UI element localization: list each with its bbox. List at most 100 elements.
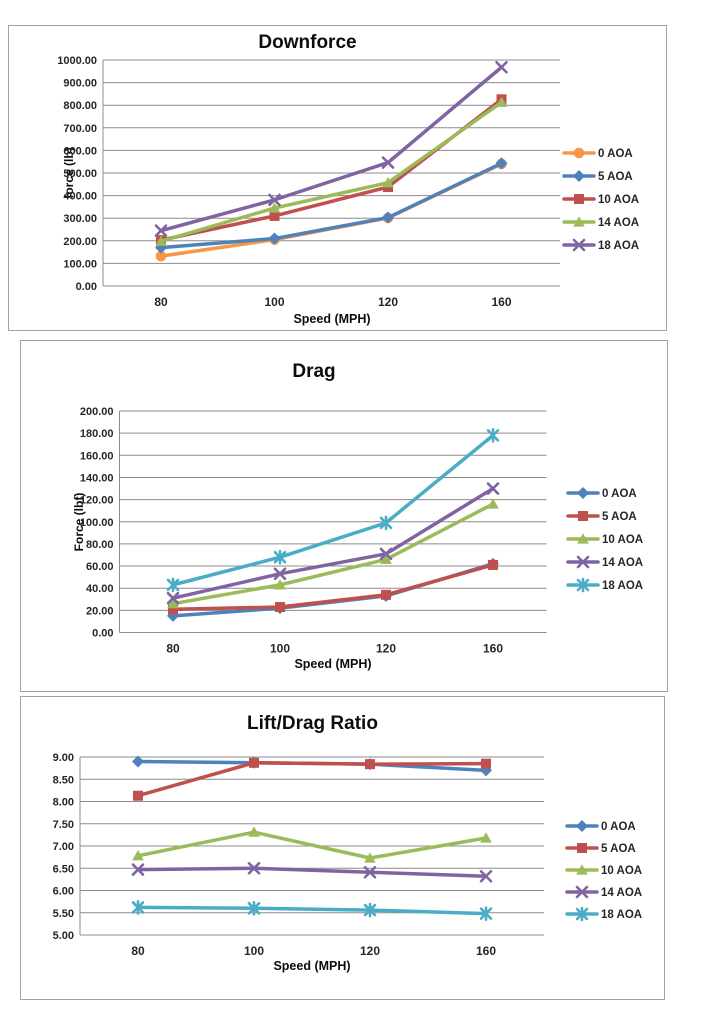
legend-item-label: 18 AOA (601, 909, 642, 921)
x-marker (131, 863, 145, 876)
y-tick-label: 200.00 (63, 236, 97, 248)
y-tick-label: 5.00 (53, 930, 74, 942)
diamond-marker (382, 211, 394, 224)
downforce-chart-object[interactable]: Downforce force (lb) Speed (MPH) 0.00 100… (8, 25, 667, 331)
y-tick-label: 60.00 (86, 561, 114, 573)
legend-item-label: 10 AOA (601, 865, 642, 877)
y-tick-label: 80.00 (86, 539, 114, 551)
y-tick-label: 800.00 (63, 100, 97, 112)
y-tick-label: 140.00 (80, 472, 114, 484)
y-tick-label: 700.00 (63, 123, 97, 135)
x-axis-title: Speed (MPH) (273, 959, 351, 973)
x-marker (495, 60, 508, 74)
triangle-marker (480, 832, 492, 843)
triangle-marker (268, 202, 281, 213)
legend-item-label: 18 AOA (602, 580, 643, 592)
series-line-18-aoa (136, 905, 488, 916)
y-tick-label: 600.00 (63, 145, 97, 157)
series-line-5-aoa (159, 161, 504, 250)
y-tick-label: 40.00 (86, 583, 114, 595)
x-tick-label: 80 (131, 944, 145, 958)
x-marker (154, 224, 168, 237)
y-tick-label: 5.50 (53, 908, 74, 920)
legend-item-label: 10 AOA (602, 534, 643, 546)
triangle-marker (132, 849, 144, 861)
triangle-marker (577, 533, 589, 544)
x-tick-label: 100 (244, 944, 264, 958)
triangle-marker (155, 235, 167, 246)
diamond-marker (268, 232, 281, 245)
square-marker (168, 604, 178, 615)
triangle-marker (380, 553, 392, 565)
x-marker (363, 865, 377, 879)
x-tick-label: 100 (264, 295, 284, 309)
y-tick-label: 6.00 (53, 886, 74, 898)
chart-title: Downforce (258, 32, 357, 53)
legend-item-label: 10 AOA (598, 194, 639, 206)
x-marker (575, 885, 589, 899)
diamond-marker (132, 755, 144, 768)
x-tick-label: 160 (491, 295, 511, 309)
square-marker (481, 758, 491, 769)
diamond-marker (576, 820, 588, 832)
downforce-plot-area: 0.00 100.00 200.00 300.00 400.00 500.00 600.00… (57, 55, 639, 309)
legend-item-label: 5 AOA (602, 511, 637, 523)
y-tick-label: 7.00 (53, 841, 74, 853)
y-tick-label: 120.00 (80, 495, 114, 507)
x-tick-label: 100 (270, 642, 290, 656)
y-tick-label: 20.00 (86, 605, 114, 617)
circle-marker (155, 250, 167, 262)
x-marker (379, 547, 393, 561)
y-tick-label: 0.00 (92, 628, 113, 640)
legend-item-label: 14 AOA (601, 887, 642, 899)
x-tick-label: 160 (483, 642, 503, 656)
series-line-14-aoa (136, 866, 488, 879)
x-marker (572, 238, 586, 252)
square-marker (249, 757, 259, 768)
drag-chart-object[interactable]: Drag Force (lbf) Speed (MPH) 0.00 20.00 40… (20, 340, 668, 692)
y-tick-label: 400.00 (63, 191, 97, 203)
y-tick-label: 0.00 (76, 281, 97, 293)
diamond-marker (480, 764, 492, 777)
square-marker (488, 559, 498, 570)
triangle-marker (167, 597, 179, 609)
series-line-5-aoa (171, 563, 495, 611)
triangle-marker (495, 96, 508, 107)
drag-plot-area: 0.00 20.00 40.00 60.00 80.00 100.00 120.00 140.… (80, 406, 643, 656)
x-tick-label: 120 (360, 944, 380, 958)
triangle-marker (382, 176, 394, 188)
legend-item-label: 18 AOA (598, 240, 639, 252)
x-tick-label: 120 (378, 295, 398, 309)
x-marker (166, 591, 180, 605)
series-line-10-aoa (136, 830, 488, 860)
square-marker (381, 589, 391, 600)
x-axis-title: Speed (MPH) (293, 312, 371, 326)
triangle-marker (487, 498, 499, 509)
chart-title: Drag (292, 361, 336, 382)
triangle-marker (576, 864, 588, 875)
x-marker (486, 482, 500, 495)
lift-drag-ratio-chart-object[interactable]: Lift/Drag Ratio Speed (MPH) 5.00 5.50 6.00… (20, 696, 665, 1000)
legend-item-label: 0 AOA (601, 821, 636, 833)
y-tick-label: 100.00 (63, 258, 97, 270)
square-marker (577, 843, 587, 853)
y-tick-label: 7.50 (53, 819, 74, 831)
x-axis-title: Speed (MPH) (294, 657, 372, 671)
y-tick-label: 300.00 (63, 213, 97, 225)
series-line-14-aoa (159, 100, 504, 244)
triangle-marker (274, 579, 286, 590)
x-tick-label: 80 (154, 295, 168, 309)
diamond-marker (573, 170, 585, 182)
y-tick-label: 100.00 (80, 517, 114, 529)
legend-item-label: 5 AOA (598, 171, 633, 183)
legend-item-label: 0 AOA (598, 148, 633, 160)
square-marker (574, 194, 584, 204)
x-tick-label: 160 (476, 944, 496, 958)
y-tick-label: 1000.00 (57, 55, 97, 67)
x-marker (576, 555, 590, 569)
legend-item-label: 14 AOA (598, 217, 639, 229)
y-tick-label: 8.00 (53, 797, 74, 809)
diamond-marker (577, 487, 589, 499)
lift-drag-plot-area: 5.00 5.50 6.00 6.50 7.00 7.50 8.00 8.50 9.00 80 10… (53, 752, 643, 958)
